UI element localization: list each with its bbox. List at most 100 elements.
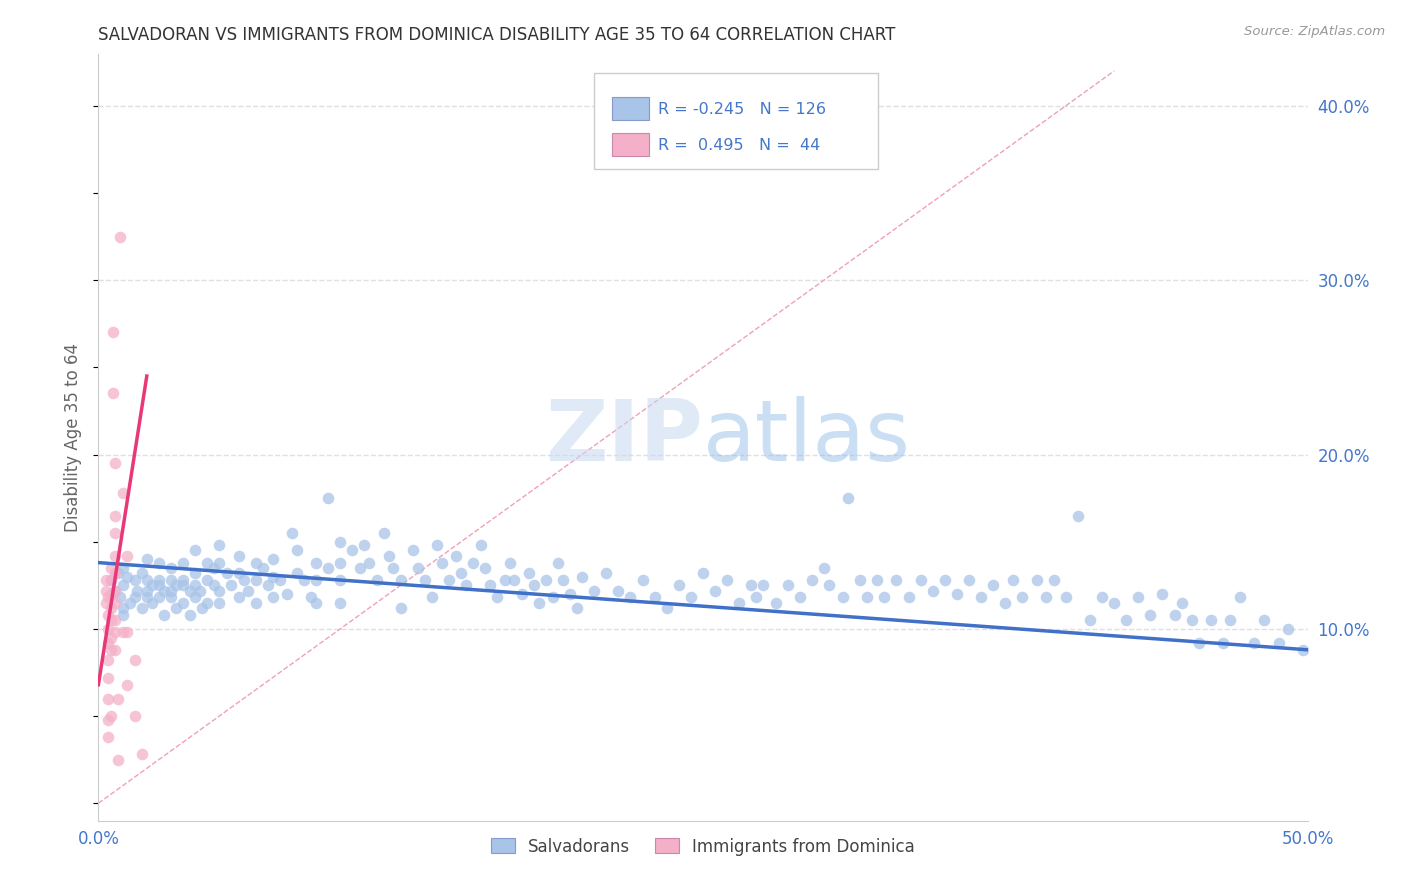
Point [745,591,768,605]
Point [94,596,117,610]
Point [551,573,574,587]
Point [728,596,751,610]
Point [135,591,157,605]
Point [886,573,908,587]
Point [692,566,714,580]
Point [184,591,207,605]
Point [148,578,170,592]
Point [292,573,315,587]
Point [97,713,120,727]
Point [148,591,170,605]
Point [245,596,267,610]
Point [329,596,352,610]
Point [776,578,799,592]
Point [1253,613,1275,627]
Point [450,566,472,580]
Point [305,573,328,587]
Point [856,591,879,605]
Point [740,578,762,592]
Point [446,549,468,563]
Point [1042,573,1064,587]
Point [152,583,174,598]
Point [329,573,352,587]
Point [1199,613,1222,627]
Point [152,607,174,622]
Point [160,561,183,575]
Point [107,691,129,706]
Point [704,583,727,598]
Point [117,625,139,640]
Point [503,573,526,587]
Point [100,709,122,723]
Point [1243,636,1265,650]
Point [262,552,284,566]
Point [567,601,589,615]
Point [1035,591,1057,605]
Point [160,591,183,605]
Point [107,753,129,767]
Point [619,591,641,605]
Point [305,556,328,570]
Point [131,747,153,762]
Point [101,326,124,340]
Point [100,573,122,587]
Point [124,573,146,587]
Text: Source: ZipAtlas.com: Source: ZipAtlas.com [1244,25,1385,38]
Point [204,561,226,575]
Point [124,709,146,723]
Point [1091,591,1114,605]
Point [238,583,260,598]
Point [117,549,139,563]
Point [342,543,364,558]
Point [208,538,231,552]
Point [135,552,157,566]
Point [558,587,581,601]
Point [541,591,564,605]
Point [789,591,811,605]
Point [413,573,436,587]
Point [1102,596,1125,610]
Point [849,573,872,587]
Point [1025,573,1047,587]
Point [208,583,231,598]
Point [329,534,352,549]
Point [329,556,352,570]
Point [104,549,127,563]
Point [208,556,231,570]
Point [262,591,284,605]
Point [124,591,146,605]
Point [97,636,120,650]
Point [1054,591,1077,605]
Point [866,573,889,587]
Point [172,596,194,610]
Point [117,678,139,692]
Text: atlas: atlas [703,395,911,479]
Point [716,573,738,587]
Point [97,691,120,706]
Point [430,556,453,570]
Point [111,561,134,575]
Point [97,591,120,605]
Point [104,566,127,580]
Point [131,566,153,580]
Point [101,386,124,401]
Point [752,578,775,592]
Point [276,587,298,601]
Point [100,601,122,615]
Point [873,591,896,605]
Point [373,526,395,541]
Point [1267,636,1289,650]
Point [679,591,702,605]
Point [100,587,122,601]
Point [184,578,207,592]
Point [1001,573,1024,587]
Point [179,583,201,598]
Point [1067,508,1090,523]
Point [262,569,284,583]
Point [402,543,425,558]
Point [104,625,127,640]
Point [195,556,218,570]
Point [141,596,163,610]
Point [1229,591,1251,605]
Point [910,573,932,587]
